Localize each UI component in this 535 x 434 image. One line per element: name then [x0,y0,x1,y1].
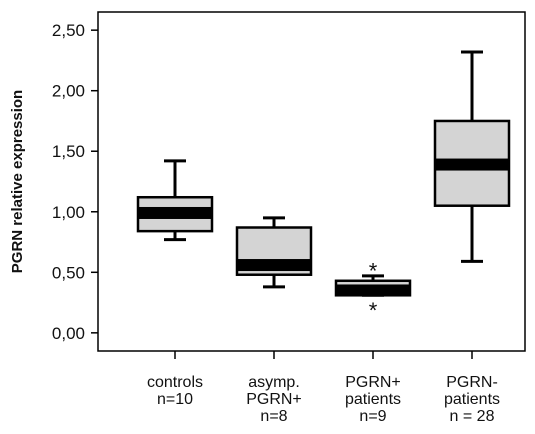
plot-frame [97,11,526,352]
y-tick-label: 1,50 [52,142,85,161]
y-tick-label: 2,00 [52,82,85,101]
y-tick-label: 1,00 [52,203,85,222]
x-category-label: PGRN- [446,374,498,391]
outlier-marker: * [369,258,378,283]
x-category-label: patients [345,391,401,408]
y-tick-label: 0,50 [52,263,85,282]
x-category-label: n=9 [359,408,386,425]
x-category-label: PGRN+ [345,374,401,391]
median-bar [237,259,311,272]
y-axis-title: PGRN relative expression [9,90,26,273]
x-category-label: n=10 [157,391,193,408]
median-bar [435,158,509,171]
y-tick-label: 2,50 [52,21,85,40]
x-category-label: n = 28 [450,408,495,425]
x-category-label: controls [147,374,203,391]
x-category-label: n=8 [260,408,287,425]
y-tick-label: 0,00 [52,324,85,343]
median-bar [336,284,410,297]
outlier-marker: * [369,298,378,323]
median-bar [138,206,212,219]
x-category-label: PGRN+ [246,391,302,408]
x-category-label: patients [444,391,500,408]
x-category-label: asymp. [248,374,300,391]
